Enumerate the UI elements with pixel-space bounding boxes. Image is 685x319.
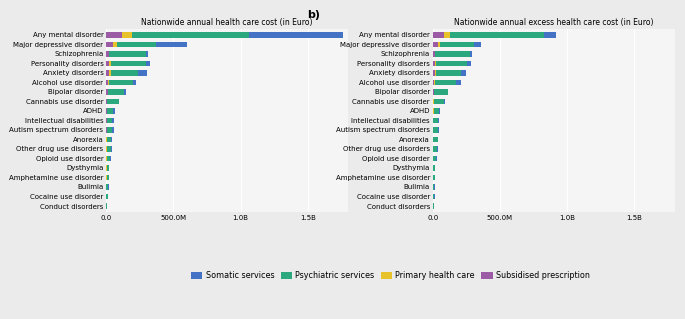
- Bar: [108, 79, 110, 85]
- Bar: [435, 79, 456, 85]
- Bar: [467, 61, 471, 66]
- Bar: [146, 61, 150, 66]
- Bar: [124, 89, 126, 95]
- Bar: [433, 51, 435, 57]
- Bar: [436, 51, 471, 57]
- Bar: [111, 146, 112, 152]
- Bar: [433, 174, 435, 180]
- Bar: [145, 51, 148, 57]
- Bar: [456, 79, 461, 85]
- Bar: [438, 127, 439, 133]
- Bar: [433, 137, 438, 142]
- Bar: [434, 108, 439, 114]
- Bar: [133, 79, 136, 85]
- Bar: [435, 61, 436, 66]
- Bar: [107, 146, 111, 152]
- Bar: [123, 32, 132, 38]
- Bar: [433, 184, 434, 190]
- Text: b): b): [307, 10, 320, 19]
- Bar: [155, 41, 186, 47]
- Bar: [440, 41, 474, 47]
- Bar: [249, 32, 342, 38]
- Bar: [544, 32, 556, 38]
- Bar: [433, 61, 435, 66]
- Bar: [106, 184, 108, 190]
- Bar: [434, 79, 435, 85]
- Bar: [471, 51, 472, 57]
- Bar: [435, 70, 436, 76]
- Bar: [106, 70, 109, 76]
- Bar: [110, 51, 145, 57]
- Bar: [460, 70, 466, 76]
- Bar: [107, 137, 112, 142]
- Bar: [107, 99, 119, 104]
- Bar: [438, 41, 440, 47]
- Bar: [112, 118, 114, 123]
- Bar: [116, 41, 155, 47]
- Bar: [433, 41, 438, 47]
- Bar: [433, 89, 434, 95]
- Bar: [444, 32, 449, 38]
- Bar: [110, 79, 133, 85]
- Bar: [138, 70, 147, 76]
- Bar: [433, 203, 434, 209]
- Bar: [436, 70, 460, 76]
- Bar: [433, 194, 434, 199]
- Bar: [107, 108, 113, 114]
- Bar: [107, 127, 112, 133]
- Bar: [433, 165, 435, 171]
- Bar: [434, 99, 445, 104]
- Bar: [433, 146, 437, 152]
- Title: Nationwide annual health care cost (in Euro): Nationwide annual health care cost (in E…: [141, 18, 313, 26]
- Bar: [433, 118, 438, 123]
- Bar: [111, 70, 138, 76]
- Bar: [112, 127, 114, 133]
- Bar: [433, 32, 444, 38]
- Bar: [108, 89, 124, 95]
- Bar: [113, 41, 116, 47]
- Bar: [106, 79, 108, 85]
- Bar: [107, 165, 109, 171]
- Bar: [106, 51, 109, 57]
- Bar: [107, 118, 112, 123]
- Bar: [474, 41, 481, 47]
- Bar: [106, 61, 109, 66]
- Bar: [433, 127, 438, 133]
- Bar: [111, 61, 146, 66]
- Bar: [132, 32, 249, 38]
- Title: Nationwide annual excess health care cost (in Euro): Nationwide annual excess health care cos…: [454, 18, 653, 26]
- Bar: [109, 70, 111, 76]
- Bar: [439, 108, 440, 114]
- Bar: [106, 32, 123, 38]
- Bar: [107, 156, 110, 161]
- Bar: [433, 79, 434, 85]
- Bar: [449, 32, 544, 38]
- Bar: [113, 108, 115, 114]
- Bar: [434, 89, 448, 95]
- Bar: [436, 61, 467, 66]
- Legend: Somatic services, Psychiatric services, Primary health care, Subsidised prescrip: Somatic services, Psychiatric services, …: [191, 271, 590, 280]
- Bar: [433, 70, 435, 76]
- Bar: [106, 41, 113, 47]
- Bar: [106, 89, 108, 95]
- Bar: [106, 203, 108, 209]
- Bar: [433, 156, 436, 161]
- Bar: [109, 61, 111, 66]
- Bar: [106, 194, 108, 199]
- Bar: [107, 174, 109, 180]
